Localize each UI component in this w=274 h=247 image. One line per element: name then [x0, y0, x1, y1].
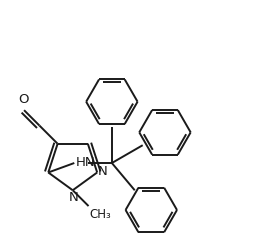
- Text: CH₃: CH₃: [90, 208, 111, 221]
- Text: HN: HN: [75, 156, 95, 168]
- Text: N: N: [69, 191, 79, 204]
- Text: O: O: [18, 93, 28, 106]
- Text: N: N: [98, 165, 108, 178]
